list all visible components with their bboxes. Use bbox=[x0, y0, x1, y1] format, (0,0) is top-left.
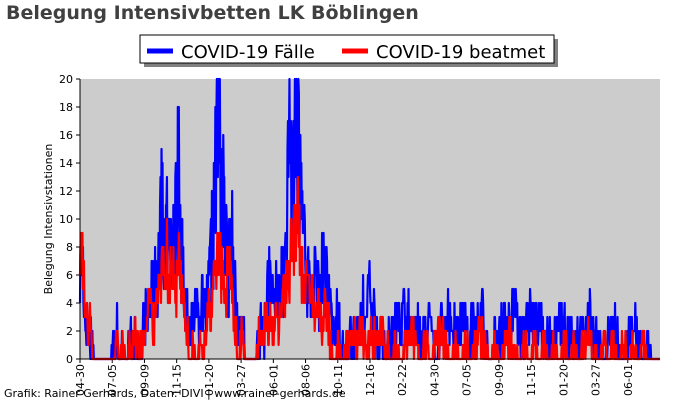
x-tick-label: 10-11 bbox=[332, 364, 345, 396]
x-tick-label: 01-20 bbox=[203, 364, 216, 396]
x-tick-label: 11-15 bbox=[171, 364, 184, 396]
axis-lines bbox=[79, 79, 660, 360]
x-tick-label: 09-09 bbox=[138, 364, 151, 396]
x-tick-label: 12-16 bbox=[364, 364, 377, 396]
y-tick-label: 0 bbox=[66, 353, 73, 366]
x-tick-label: 11-15 bbox=[525, 364, 538, 396]
legend-label-ventilated: COVID-19 beatmet bbox=[376, 42, 545, 63]
x-tick-label: 03-27 bbox=[235, 364, 248, 396]
chart-title: Belegung Intensivbetten LK Böblingen bbox=[6, 2, 419, 24]
legend-label-cases: COVID-19 Fälle bbox=[181, 42, 315, 63]
y-tick-label: 14 bbox=[59, 157, 73, 170]
series-line-ventilated bbox=[78, 175, 661, 361]
y-axis-label: Belegung Intensivstationen bbox=[42, 144, 55, 295]
x-tick-label: 08-06 bbox=[300, 364, 313, 396]
y-axis: 0 2 4 6 8 10 12 14 16 18 20 bbox=[59, 73, 80, 366]
y-tick-label: 6 bbox=[66, 269, 73, 282]
y-tick-label: 16 bbox=[59, 129, 73, 142]
x-tick-label: 02-22 bbox=[396, 364, 409, 396]
y-tick-label: 12 bbox=[59, 185, 73, 198]
x-tick-label: 06-01 bbox=[267, 364, 280, 396]
x-tick-label: 06-01 bbox=[622, 364, 635, 396]
legend: COVID-19 Fälle COVID-19 beatmet bbox=[139, 34, 558, 67]
y-tick-label: 10 bbox=[59, 213, 73, 226]
x-tick-label: 01-20 bbox=[557, 364, 570, 396]
y-tick-label: 2 bbox=[66, 325, 73, 338]
x-tick-label: 07-05 bbox=[461, 364, 474, 396]
credit-text: Grafik: Rainer Gerhards, Daten: DIVI | w… bbox=[4, 387, 346, 400]
x-tick-label: 04-30 bbox=[428, 364, 441, 396]
x-tick-label: 07-05 bbox=[106, 364, 119, 396]
x-tick-label: 04-30 bbox=[74, 364, 87, 396]
y-tick-label: 8 bbox=[66, 241, 73, 254]
y-tick-label: 18 bbox=[59, 101, 73, 114]
x-axis: 04-30 07-05 09-09 11-15 01-20 03-27 06-01 08-06… bbox=[74, 359, 635, 396]
x-tick-label: 09-09 bbox=[493, 364, 506, 396]
x-tick-label: 03-27 bbox=[590, 364, 603, 396]
series-layer bbox=[78, 77, 661, 361]
y-tick-label: 20 bbox=[59, 73, 73, 86]
y-tick-label: 4 bbox=[66, 297, 73, 310]
